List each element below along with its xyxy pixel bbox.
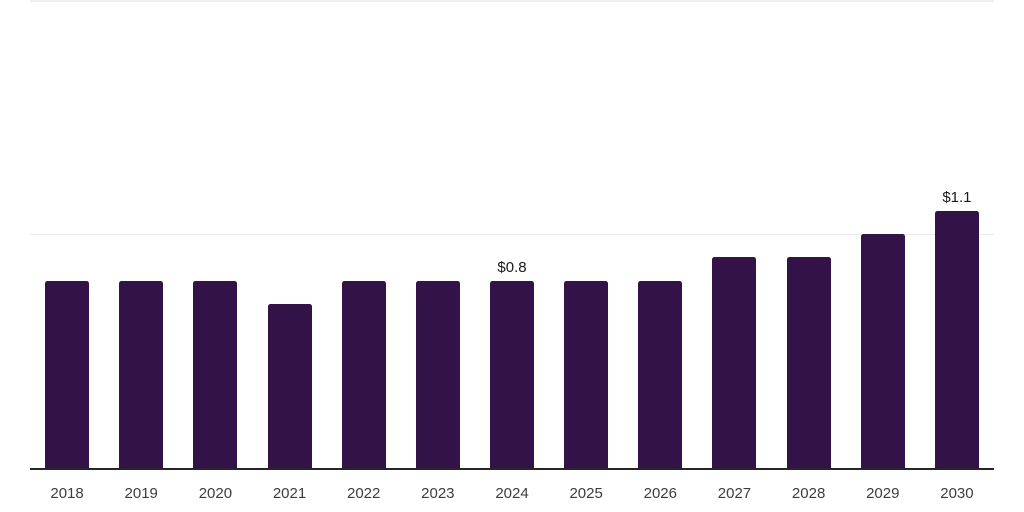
x-axis-tick-label: 2028 [791,485,826,502]
x-axis-tick-label: 2030 [940,485,974,502]
bar-value-label: $1.1 [942,188,972,206]
x-axis-tick-label: 2019 [124,485,158,502]
bar-2024[interactable] [490,280,534,468]
bar-2023[interactable] [415,280,460,468]
x-axis-tick-label: 2024 [495,485,529,502]
bar-2029[interactable] [860,234,905,468]
x-axis-tick-label: 2018 [50,485,84,502]
x-axis-tick-label: 2025 [569,485,603,502]
x-axis-line [30,468,994,470]
x-axis-tick-label: 2020 [198,485,233,502]
x-axis-tick-label: 2021 [272,485,307,502]
bar-2030[interactable] [934,210,979,468]
bar-value-label: $0.8 [497,258,527,276]
bar-2018[interactable] [45,280,90,468]
bar-2020[interactable] [193,280,238,468]
bar-2019[interactable] [119,280,164,468]
bar-2027[interactable] [712,257,757,468]
x-axis-tick-label: 2027 [717,485,752,502]
x-axis-tick-label: 2023 [421,485,455,502]
bar-2022[interactable] [341,280,386,468]
x-axis-tick-label: 2029 [866,485,900,502]
gridline [30,0,994,2]
x-axis: 2018 2019 2020 2021 2022 2023 2024 2025 2026 2027… [30,485,994,505]
gridline [30,234,994,235]
x-axis-tick-label: 2022 [347,485,381,502]
bar-2028[interactable] [786,257,831,468]
bar-2025[interactable] [564,280,609,468]
bar-2026[interactable] [638,280,683,468]
chart-plot-area: $0.8 $1.1 [30,0,994,470]
bar-2021[interactable] [267,304,312,468]
x-axis-tick-label: 2026 [643,485,677,502]
